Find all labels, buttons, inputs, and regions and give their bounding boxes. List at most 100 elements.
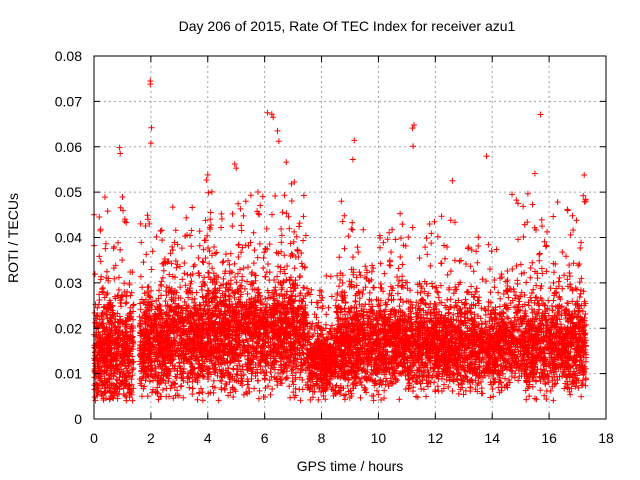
data-point [186, 384, 193, 391]
data-point [339, 218, 346, 225]
data-point [93, 319, 100, 326]
data-point [287, 394, 294, 401]
data-point [117, 204, 124, 211]
data-point [108, 382, 115, 389]
data-point [230, 394, 237, 401]
data-point [231, 260, 238, 267]
data-point [188, 243, 195, 250]
data-point [302, 232, 309, 239]
data-point [362, 386, 369, 393]
data-point [235, 253, 242, 260]
data-point [341, 245, 348, 252]
data-points [91, 77, 590, 404]
data-point [167, 385, 174, 392]
data-point [104, 208, 111, 215]
data-point [286, 225, 293, 232]
data-point [104, 349, 111, 356]
data-point [187, 232, 194, 239]
data-point [288, 198, 295, 205]
data-point [130, 308, 137, 315]
data-point [100, 289, 107, 296]
data-point [97, 357, 104, 364]
data-point [328, 293, 335, 300]
data-point [124, 334, 131, 341]
data-point [196, 228, 203, 235]
data-point [190, 263, 197, 270]
data-point [198, 283, 205, 290]
data-point [108, 327, 115, 334]
data-point [238, 222, 245, 229]
data-point [117, 299, 124, 306]
data-point [96, 213, 103, 220]
data-point [341, 212, 348, 219]
data-point [159, 237, 166, 244]
data-point [129, 397, 136, 404]
data-point [98, 369, 105, 376]
data-point [341, 305, 348, 312]
data-point [103, 268, 110, 275]
data-point [219, 259, 226, 266]
data-point [233, 279, 240, 286]
data-point [160, 386, 167, 393]
data-point [299, 298, 306, 305]
data-point [370, 264, 377, 271]
data-point [178, 245, 185, 252]
data-point [251, 247, 258, 254]
data-point [123, 352, 130, 359]
data-point [114, 310, 121, 317]
data-point [259, 193, 266, 200]
data-point [203, 177, 210, 184]
data-point [257, 202, 264, 209]
data-point [123, 219, 130, 226]
data-point [106, 321, 113, 328]
data-point [199, 287, 206, 294]
data-point [199, 294, 206, 301]
data-point [357, 394, 364, 401]
data-point [130, 316, 137, 323]
data-point [145, 216, 152, 223]
data-point [206, 260, 213, 267]
data-point [256, 240, 263, 247]
data-point [91, 367, 98, 374]
data-point [378, 285, 385, 292]
data-point [129, 269, 136, 276]
data-point [239, 277, 246, 284]
data-point [184, 271, 191, 278]
data-point [377, 244, 384, 251]
data-point [110, 389, 117, 396]
data-point [114, 292, 121, 299]
data-point [260, 254, 267, 261]
data-point [323, 311, 330, 318]
data-point [327, 273, 334, 280]
data-point [381, 270, 388, 277]
data-point [293, 233, 300, 240]
data-point [349, 219, 356, 226]
data-point [129, 324, 136, 331]
data-point [199, 397, 206, 404]
data-point [105, 301, 112, 308]
data-point [144, 393, 151, 400]
data-point [142, 223, 149, 230]
data-point [91, 386, 98, 393]
data-point [304, 285, 311, 292]
data-point [279, 209, 286, 216]
data-point [284, 262, 291, 269]
data-point [106, 332, 113, 339]
data-point [123, 299, 130, 306]
data-point [112, 365, 119, 372]
data-point [355, 249, 362, 256]
data-point [128, 381, 135, 388]
data-point [286, 276, 293, 283]
data-point [101, 381, 108, 388]
data-point [118, 366, 125, 373]
data-point [281, 192, 288, 199]
data-point [174, 241, 181, 248]
data-point [368, 268, 375, 275]
data-point [176, 331, 183, 338]
data-point [129, 353, 136, 360]
data-point [101, 363, 108, 370]
data-point [205, 287, 212, 294]
data-point [278, 377, 285, 384]
data-point [167, 250, 174, 257]
data-point [91, 394, 98, 401]
